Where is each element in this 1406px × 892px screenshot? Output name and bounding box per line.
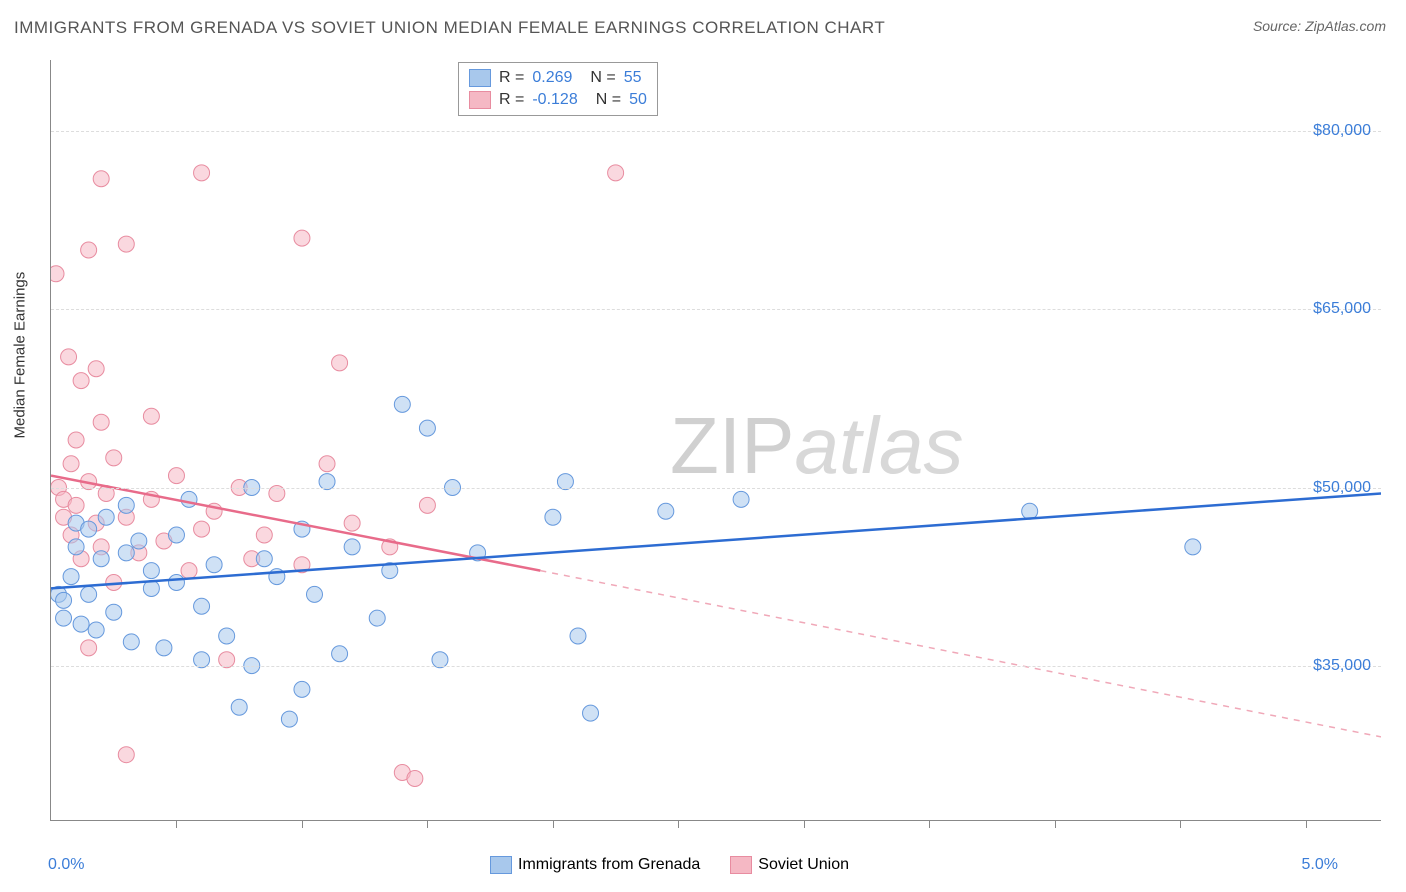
scatter-svg — [51, 60, 1381, 820]
swatch-soviet — [469, 91, 491, 109]
y-tick-label: $65,000 — [1313, 300, 1371, 318]
series-legend: Immigrants from Grenada Soviet Union — [490, 856, 849, 874]
y-tick-label: $80,000 — [1313, 122, 1371, 140]
n-label: N = — [590, 69, 615, 87]
swatch-soviet — [730, 856, 752, 874]
x-axis-max-label: 5.0% — [1302, 856, 1338, 874]
correlation-legend: R = 0.269 N = 55 R = -0.128 N = 50 — [458, 62, 658, 116]
y-tick-label: $50,000 — [1313, 479, 1371, 497]
n-value-soviet: 50 — [629, 91, 647, 109]
r-label: R = — [499, 91, 524, 109]
n-label: N = — [596, 91, 621, 109]
chart-container: IMMIGRANTS FROM GRENADA VS SOVIET UNION … — [0, 0, 1406, 892]
legend-row-soviet: R = -0.128 N = 50 — [469, 89, 647, 111]
r-value-grenada: 0.269 — [532, 69, 572, 87]
n-value-grenada: 55 — [624, 69, 642, 87]
source-label: Source: ZipAtlas.com — [1253, 18, 1386, 34]
x-axis-min-label: 0.0% — [48, 856, 84, 874]
chart-title: IMMIGRANTS FROM GRENADA VS SOVIET UNION … — [14, 18, 885, 38]
r-value-soviet: -0.128 — [532, 91, 577, 109]
legend-label-soviet: Soviet Union — [758, 856, 849, 874]
swatch-grenada — [469, 69, 491, 87]
legend-item-soviet: Soviet Union — [730, 856, 849, 874]
swatch-grenada — [490, 856, 512, 874]
r-label: R = — [499, 69, 524, 87]
legend-row-grenada: R = 0.269 N = 55 — [469, 67, 647, 89]
plot-area: $35,000 $50,000 $65,000 $80,000 — [50, 60, 1381, 821]
legend-label-grenada: Immigrants from Grenada — [518, 856, 700, 874]
legend-item-grenada: Immigrants from Grenada — [490, 856, 700, 874]
y-axis-title: Median Female Earnings — [12, 272, 29, 439]
y-tick-label: $35,000 — [1313, 657, 1371, 675]
